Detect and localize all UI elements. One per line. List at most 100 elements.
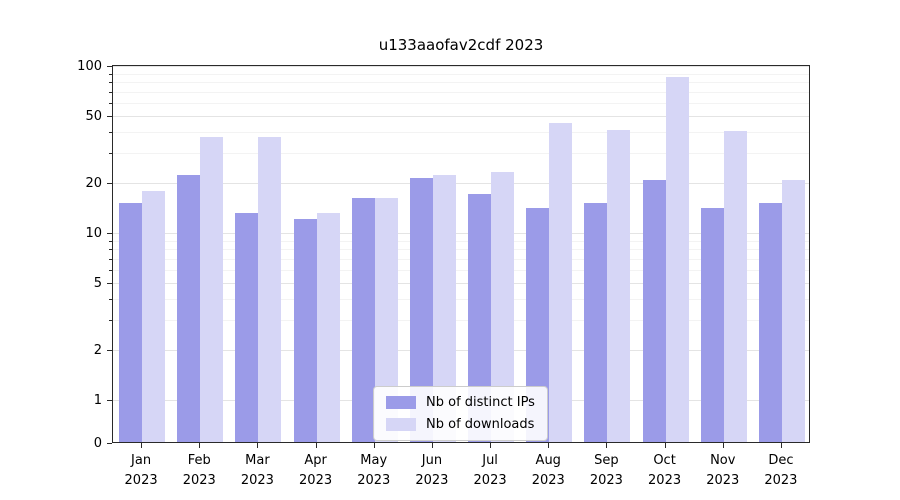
bar-downloads <box>258 137 282 442</box>
y-tick-mark <box>107 66 112 67</box>
legend-entry: Nb of distinct IPs <box>386 395 535 410</box>
bar-distinct-ips <box>642 179 666 442</box>
x-tick-mark <box>780 443 782 448</box>
y-minor-tick-mark <box>109 258 112 260</box>
minor-gridline <box>113 132 809 134</box>
y-tick-label: 20 <box>85 175 102 191</box>
x-tick-mark <box>199 443 201 448</box>
minor-gridline <box>113 82 809 84</box>
y-minor-tick-mark <box>109 73 112 75</box>
bar-downloads <box>142 191 166 442</box>
y-minor-tick-mark <box>109 132 112 134</box>
y-tick-mark <box>107 116 112 118</box>
bar-distinct-ips <box>235 212 259 442</box>
y-tick-label: 0 <box>93 436 102 451</box>
chart-title: u133aaofav2cdf 2023 <box>378 36 544 54</box>
bar-downloads <box>781 179 805 442</box>
minor-gridline <box>113 240 809 242</box>
y-tick-label: 50 <box>85 109 102 125</box>
x-tick-label: Aug 2023 <box>531 453 565 488</box>
bar-downloads <box>200 137 224 442</box>
bar-distinct-ips <box>468 193 492 442</box>
x-tick-label: Jun 2023 <box>415 453 449 488</box>
bar-downloads <box>549 122 573 442</box>
x-tick-mark <box>373 443 375 448</box>
y-minor-tick-mark <box>109 153 112 155</box>
plot-area <box>112 65 810 443</box>
legend-swatch-downloads <box>386 418 416 431</box>
legend: Nb of distinct IPs Nb of downloads <box>373 386 548 441</box>
bar-downloads <box>491 171 515 442</box>
bar-distinct-ips <box>700 207 724 442</box>
y-tick-mark <box>107 233 112 234</box>
x-tick-mark <box>315 443 317 448</box>
y-tick-mark <box>107 349 112 351</box>
bar-downloads <box>665 76 689 442</box>
minor-gridline <box>113 249 809 251</box>
minor-gridline <box>113 153 809 155</box>
bar-distinct-ips <box>526 207 550 442</box>
y-minor-tick-mark <box>109 240 112 242</box>
major-gridline <box>113 182 809 184</box>
x-tick-label: Apr 2023 <box>299 453 333 488</box>
bar-distinct-ips <box>293 218 317 442</box>
bar-distinct-ips <box>177 174 201 442</box>
y-minor-tick-mark <box>109 270 112 272</box>
minor-gridline <box>113 73 809 75</box>
legend-label-distinct-ips: Nb of distinct IPs <box>426 395 535 410</box>
legend-swatch-distinct-ips <box>386 396 416 409</box>
minor-gridline <box>113 299 809 301</box>
x-tick-mark <box>722 443 724 448</box>
y-minor-tick-mark <box>109 103 112 105</box>
x-tick-label: Dec 2023 <box>764 453 798 488</box>
legend-label-downloads: Nb of downloads <box>426 417 535 432</box>
x-tick-mark <box>664 443 666 448</box>
x-tick-label: Feb 2023 <box>182 453 216 488</box>
major-gridline <box>113 349 809 351</box>
major-gridline <box>113 116 809 118</box>
y-tick-mark <box>107 182 112 184</box>
major-gridline <box>113 66 809 67</box>
bar-downloads <box>607 129 631 442</box>
bar-distinct-ips <box>351 197 375 442</box>
y-tick-label: 100 <box>77 59 102 74</box>
x-tick-label: May 2023 <box>357 453 391 488</box>
x-tick-label: Nov 2023 <box>706 453 740 488</box>
y-tick-label: 10 <box>85 226 102 241</box>
y-minor-tick-mark <box>109 299 112 301</box>
minor-gridline <box>113 258 809 260</box>
y-tick-label: 2 <box>93 342 102 358</box>
minor-gridline <box>113 320 809 322</box>
y-minor-tick-mark <box>109 249 112 251</box>
legend-entry: Nb of downloads <box>386 417 535 432</box>
bar-distinct-ips <box>584 202 608 442</box>
major-gridline <box>113 233 809 234</box>
bar-distinct-ips <box>119 202 143 442</box>
bar-distinct-ips <box>758 202 782 442</box>
x-tick-label: Jan 2023 <box>124 453 158 488</box>
x-tick-mark <box>548 443 550 448</box>
y-minor-tick-mark <box>109 91 112 93</box>
bar-distinct-ips <box>409 178 433 442</box>
x-tick-mark <box>606 443 608 448</box>
minor-gridline <box>113 270 809 272</box>
x-tick-label: Jul 2023 <box>473 453 507 488</box>
x-tick-label: Sep 2023 <box>589 453 623 488</box>
x-tick-label: Oct 2023 <box>648 453 682 488</box>
minor-gridline <box>113 103 809 105</box>
x-tick-label: Mar 2023 <box>240 453 274 488</box>
y-tick-mark <box>107 400 112 401</box>
y-tick-mark <box>107 283 112 285</box>
bar-downloads <box>432 174 456 442</box>
y-minor-tick-mark <box>109 320 112 322</box>
bar-downloads <box>723 131 747 442</box>
y-minor-tick-mark <box>109 82 112 84</box>
y-tick-label: 5 <box>93 276 102 292</box>
y-tick-mark <box>107 443 112 444</box>
major-gridline <box>113 283 809 285</box>
x-tick-mark <box>431 443 433 448</box>
bar-downloads <box>316 212 340 442</box>
bar-downloads <box>374 197 398 442</box>
y-tick-label: 1 <box>93 393 102 408</box>
